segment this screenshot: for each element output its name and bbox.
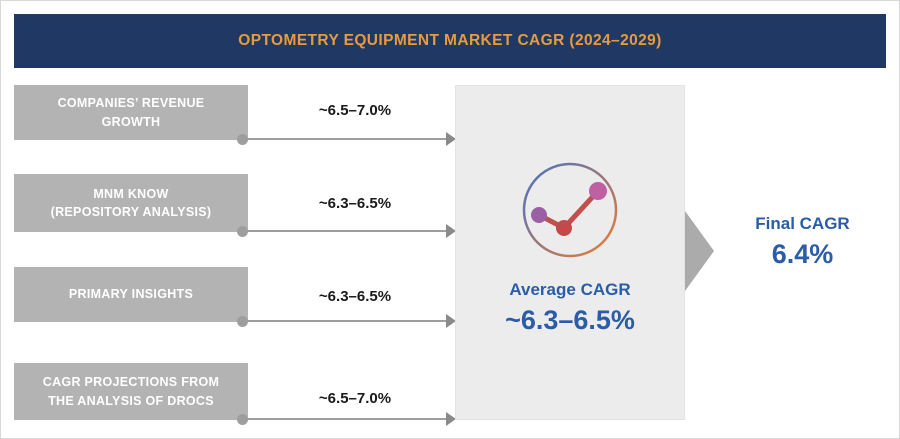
arrowhead-icon xyxy=(446,314,456,328)
average-cagr-label: Average CAGR xyxy=(509,280,631,299)
connector-line xyxy=(243,320,446,322)
connector-line xyxy=(243,138,446,140)
source-label: PRIMARY INSIGHTS xyxy=(68,287,194,302)
source-label: COMPANIES’ REVENUE GROWTH xyxy=(57,96,205,129)
source-cagr-value: ~6.5–7.0% xyxy=(318,390,392,407)
trend-line-chart-icon xyxy=(522,162,618,258)
source-cagr-value: ~6.3–6.5% xyxy=(318,195,392,212)
source-box-companies-revenue: COMPANIES’ REVENUE GROWTH xyxy=(14,85,248,140)
connector-dot xyxy=(237,316,248,327)
connector-dot xyxy=(237,414,248,425)
arrowhead-icon xyxy=(446,412,456,426)
average-cagr-value: ~6.3–6.5% xyxy=(505,305,635,335)
source-box-cagr-projections: CAGR PROJECTIONS FROM THE ANALYSIS OF DR… xyxy=(14,363,248,420)
title-bar: OPTOMETRY EQUIPMENT MARKET CAGR (2024–20… xyxy=(14,14,886,68)
arrowhead-icon xyxy=(446,132,456,146)
source-label: MNM KNOW (REPOSITORY ANALYSIS) xyxy=(50,186,212,219)
source-box-mnm-know: MNM KNOW (REPOSITORY ANALYSIS) xyxy=(14,174,248,232)
average-cagr-panel: Average CAGR ~6.3–6.5% xyxy=(455,85,685,420)
source-cagr-value: ~6.3–6.5% xyxy=(318,288,392,305)
arrowhead-icon xyxy=(446,224,456,238)
page-title: OPTOMETRY EQUIPMENT MARKET CAGR (2024–20… xyxy=(238,32,662,49)
source-label: CAGR PROJECTIONS FROM THE ANALYSIS OF DR… xyxy=(42,375,220,408)
final-cagr-block: Final CAGR 6.4% xyxy=(715,214,890,270)
connector-dot xyxy=(237,134,248,145)
big-right-arrow-icon xyxy=(685,211,714,291)
connector-dot xyxy=(237,226,248,237)
connector-line xyxy=(243,418,446,420)
source-cagr-value: ~6.5–7.0% xyxy=(318,102,392,119)
source-box-primary-insights: PRIMARY INSIGHTS xyxy=(14,267,248,322)
final-cagr-value: 6.4% xyxy=(771,239,834,269)
final-cagr-label: Final CAGR xyxy=(755,214,850,233)
connector-line xyxy=(243,230,446,232)
